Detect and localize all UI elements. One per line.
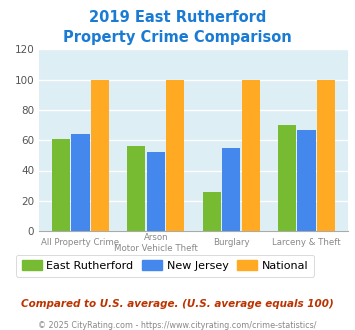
Legend: East Rutherford, New Jersey, National: East Rutherford, New Jersey, National: [16, 255, 314, 277]
Text: Compared to U.S. average. (U.S. average equals 100): Compared to U.S. average. (U.S. average …: [21, 299, 334, 309]
Text: Motor Vehicle Theft: Motor Vehicle Theft: [114, 244, 198, 253]
Text: Burglary: Burglary: [213, 238, 250, 247]
Bar: [52, 139, 70, 231]
Bar: [127, 146, 145, 231]
Bar: [222, 148, 240, 231]
Bar: [71, 134, 89, 231]
Bar: [242, 80, 260, 231]
Text: 2019 East Rutherford: 2019 East Rutherford: [89, 10, 266, 25]
Bar: [317, 80, 335, 231]
Text: All Property Crime: All Property Crime: [42, 238, 120, 247]
Bar: [202, 192, 220, 231]
Text: Larceny & Theft: Larceny & Theft: [272, 238, 341, 247]
Bar: [166, 80, 185, 231]
Text: Property Crime Comparison: Property Crime Comparison: [63, 30, 292, 45]
Bar: [278, 125, 296, 231]
Text: Arson: Arson: [143, 233, 168, 242]
Bar: [91, 80, 109, 231]
Text: © 2025 CityRating.com - https://www.cityrating.com/crime-statistics/: © 2025 CityRating.com - https://www.city…: [38, 321, 317, 330]
Bar: [297, 130, 316, 231]
Bar: [147, 152, 165, 231]
